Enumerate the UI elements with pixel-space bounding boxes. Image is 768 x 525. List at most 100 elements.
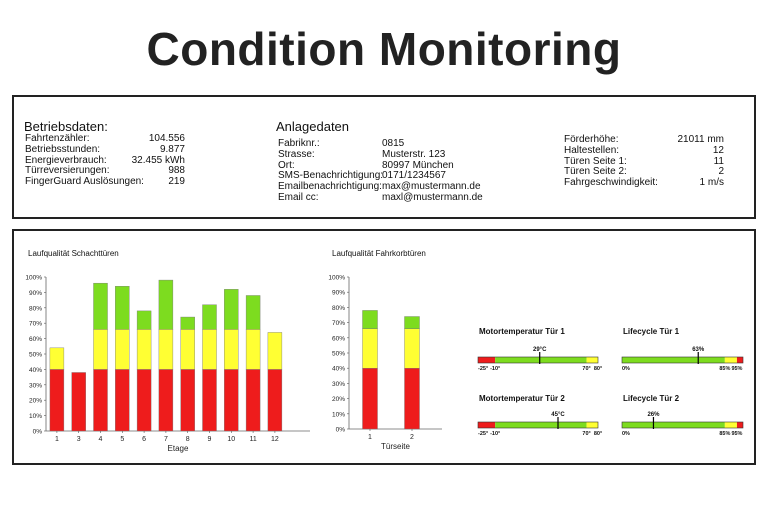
gauge-tick-label: 70°: [582, 366, 590, 372]
chart-title-fahrkorbtueren: Laufqualität Fahrkorbtüren: [332, 249, 426, 258]
bar-segment-green: [245, 295, 261, 330]
gauge-frame: [621, 421, 744, 429]
gauge-tick-label: -10°: [490, 431, 500, 437]
bar-segment-green: [115, 286, 130, 330]
bar-segment-yellow: [49, 347, 65, 370]
gauge-tick-label: 80°: [594, 366, 602, 372]
x-tick-label: 4: [99, 436, 103, 443]
y-tick-label: 10%: [332, 411, 345, 418]
y-tick-label: 70%: [332, 320, 345, 327]
gauge-tick-label: -25°: [478, 366, 488, 372]
gauge-segment-red: [478, 357, 496, 363]
y-tick-label: 60%: [29, 336, 42, 343]
anlagedaten-row: Fabriknr.: 0815: [278, 138, 518, 150]
betriebsdaten-label: Energieverbrauch:: [25, 154, 107, 166]
x-tick-label: 3: [77, 436, 81, 443]
betriebsdaten-value: 219: [168, 176, 185, 188]
gauge-segment-green: [622, 357, 725, 363]
y-tick-label: 100%: [25, 275, 42, 282]
y-tick-label: 80%: [332, 305, 345, 312]
gauge-tick-label: 80°: [594, 431, 602, 437]
gauge-tick-label: 95%: [731, 366, 742, 372]
gauge-title: Lifecycle Tür 2: [623, 394, 680, 403]
gauge-tick-label: -25°: [478, 431, 488, 437]
info-panel: Betriebsdaten: Fahrtenzähler: 104.556 Betr…: [12, 95, 756, 219]
gauge: 45°C -25° -10° 70° 80°: [477, 412, 602, 437]
betriebsdaten-value: 9.877: [159, 143, 185, 155]
foerderdaten-value: 1 m/s: [699, 177, 724, 189]
x-tick-label: 2: [410, 434, 414, 441]
y-tick-label: 20%: [332, 396, 345, 403]
gauge-tick-label: 85%: [719, 366, 730, 372]
y-tick-label: 50%: [29, 352, 42, 359]
betriebsdaten-row: Betriebsstunden: 9.877: [25, 143, 225, 156]
bar-segment-green: [93, 282, 108, 330]
gauge-frame: [621, 356, 744, 364]
anlagedaten-value: 0171/1234567: [382, 170, 446, 182]
betriebsdaten-list: Fahrtenzähler: 104.556 Betriebsstunden: 9.8…: [25, 133, 225, 188]
gauge-frame: [477, 356, 599, 364]
gauge-segment-green: [495, 422, 587, 428]
anlagedaten-label: Emailbenachrichtigung:: [278, 181, 382, 193]
anlagedaten-row: Ort: 80997 München: [278, 159, 518, 172]
anlagedaten-value: 0815: [382, 138, 405, 149]
y-tick-label: 70%: [29, 321, 42, 328]
x-tick-label: 9: [208, 436, 212, 443]
y-tick-label: 90%: [332, 290, 345, 297]
anlagedaten-label: Email cc:: [278, 191, 319, 203]
y-tick-label: 0%: [336, 427, 346, 434]
betriebsdaten-row: FingerGuard Auslösungen: 219: [25, 176, 225, 188]
betriebsdaten-row: Energieverbrauch: 32.455 kWh: [25, 154, 225, 167]
gauge-segment-red: [736, 422, 743, 428]
betriebsdaten-row: Fahrtenzähler: 104.556: [25, 133, 225, 145]
bar-segment-green: [404, 316, 420, 329]
anlagedaten-value: Musterstr. 123: [382, 148, 446, 160]
foerderdaten-label: Haltestellen:: [564, 144, 620, 156]
betriebsdaten-row: Türreversierungen: 988: [25, 166, 225, 177]
x-tick-label: 6: [142, 436, 146, 443]
gauge-title: Lifecycle Tür 1: [623, 327, 680, 336]
gauge-tick-label: 0%: [622, 366, 630, 372]
chart-fahrkorbtueren: 0% 10% 20% 30% 40% 50% 60% 70% 80% 90% 100% 1 2Türse…: [328, 275, 442, 451]
gauge-segment-green: [495, 357, 587, 363]
gauge-tick-label: 85%: [719, 431, 730, 437]
foerderdaten-label: Fahrgeschwindigkeit:: [564, 177, 658, 189]
page-title: Condition Monitoring: [146, 23, 622, 75]
y-tick-label: 50%: [332, 351, 345, 358]
anlagedaten-label: Fabriknr.:: [278, 138, 320, 149]
anlagedaten-heading: Anlagedaten: [276, 119, 350, 134]
charts-panel: Laufqualität Schachttüren 0% 10% 20% 30% 40%…: [12, 229, 756, 465]
gauge-segment-yellow: [724, 422, 737, 428]
foerderdaten-row: Förderhöhe: 21011 mm: [564, 134, 744, 146]
anlagedaten-value: max@mustermann.de: [382, 181, 481, 193]
gauge-tick-label: 95%: [731, 431, 742, 437]
anlagedaten-label: Strasse:: [278, 148, 315, 160]
anlagedaten-list: Fabriknr.: 0815 Strasse: Musterstr. 123 Ort:…: [278, 138, 518, 204]
betriebsdaten-value: 988: [168, 165, 185, 177]
betriebsdaten-label: FingerGuard Auslösungen:: [25, 176, 144, 188]
anlagedaten-label: SMS-Benachrichtigung:: [278, 170, 384, 182]
y-tick-label: 0%: [33, 429, 43, 436]
gauge-value-label: 26%: [647, 412, 660, 418]
gauge-value-label: 45°C: [551, 412, 565, 418]
x-tick-label: 5: [120, 436, 124, 443]
foerderdaten-value: 12: [712, 144, 724, 156]
chart-title-schachttueren: Laufqualität Schachttüren: [28, 249, 119, 258]
y-tick-label: 80%: [29, 305, 42, 312]
foerderdaten-list: Förderhöhe: 21011 mm Haltestellen: 12 Türen …: [564, 134, 744, 189]
foerderdaten-row: Fahrgeschwindigkeit: 1 m/s: [564, 177, 744, 189]
gauge: 63% 0% 85% 95%: [621, 347, 744, 372]
gauge-segment-yellow: [586, 422, 598, 428]
y-tick-label: 40%: [29, 367, 42, 374]
foerderdaten-label: Türen Seite 2:: [564, 166, 627, 178]
anlagedaten-row: SMS-Benachrichtigung: 0171/1234567: [278, 171, 518, 182]
anlagedaten-value: 80997 München: [382, 159, 454, 171]
gauge-value-label: 63%: [692, 347, 705, 353]
foerderdaten-value: 11: [713, 155, 724, 167]
bar-segment-green: [180, 316, 195, 330]
foerderdaten-row: Türen Seite 1: 11: [564, 155, 744, 168]
bar-segment-green: [158, 279, 174, 330]
y-tick-label: 30%: [332, 381, 345, 388]
betriebsdaten-heading: Betriebsdaten:: [24, 119, 108, 134]
x-tick-label: 1: [55, 436, 59, 443]
